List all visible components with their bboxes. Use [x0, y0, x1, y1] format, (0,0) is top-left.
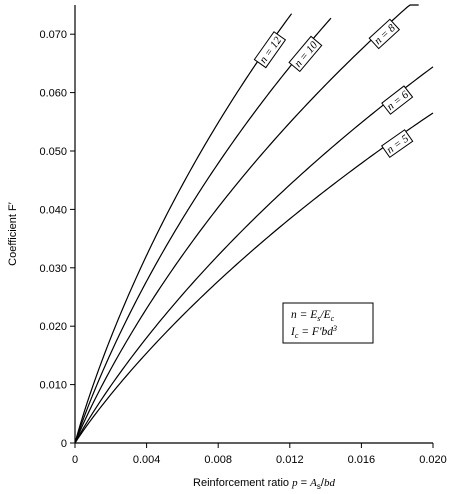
- curve-label-box: [368, 18, 401, 50]
- series-line: [74, 4, 419, 444]
- curve-label-box: [381, 129, 414, 159]
- y-tick-label: 0.010: [39, 380, 67, 392]
- series-line: [74, 17, 332, 444]
- curve-label-box: [381, 85, 414, 115]
- curve-label: n = 5: [381, 129, 414, 159]
- curve-label-box: [288, 35, 323, 73]
- y-tick-label: 0.030: [39, 263, 67, 275]
- x-tick-label: 0.020: [419, 454, 447, 466]
- y-tick-label: 0.040: [39, 204, 67, 216]
- curve-label: n = 6: [381, 85, 414, 115]
- legend-line-1: n = Es/Ec: [291, 309, 335, 323]
- series-line: [74, 13, 293, 444]
- y-tick-label: 0.070: [39, 29, 67, 41]
- x-tick-label: 0.004: [133, 454, 161, 466]
- x-tick-label: 0.012: [276, 454, 304, 466]
- curve-labels: n = 12 n = 10 n = 8 n = 6 n = 5: [253, 18, 414, 159]
- legend-line-2: Ic = F′bd3: [290, 324, 337, 340]
- curve-label: n = 8: [368, 18, 401, 50]
- series-line: [74, 112, 434, 444]
- curve-label-box: [253, 31, 287, 69]
- curves: [74, 4, 434, 444]
- x-tick-label: 0.016: [348, 454, 376, 466]
- y-tick-label: 0.050: [39, 146, 67, 158]
- legend-box: [282, 302, 374, 344]
- curve-label: n = 12: [253, 31, 287, 69]
- y-tick-label: 0.060: [39, 88, 67, 100]
- x-axis-title: Reinforcement ratio p = As/bd: [193, 477, 335, 491]
- y-tick-label: 0.020: [39, 321, 67, 333]
- x-tick-label: 0: [72, 454, 78, 466]
- y-axis-title: Coefficient F′: [7, 202, 19, 266]
- x-tick-label: 0.008: [204, 454, 232, 466]
- axes: 0 0.004 0.008 0.012 0.016 0.020 0 0.010 0.020 0.0…: [7, 5, 447, 491]
- series-line: [74, 66, 434, 444]
- curve-label: n = 10: [288, 35, 323, 73]
- y-tick-label: 0: [61, 438, 67, 450]
